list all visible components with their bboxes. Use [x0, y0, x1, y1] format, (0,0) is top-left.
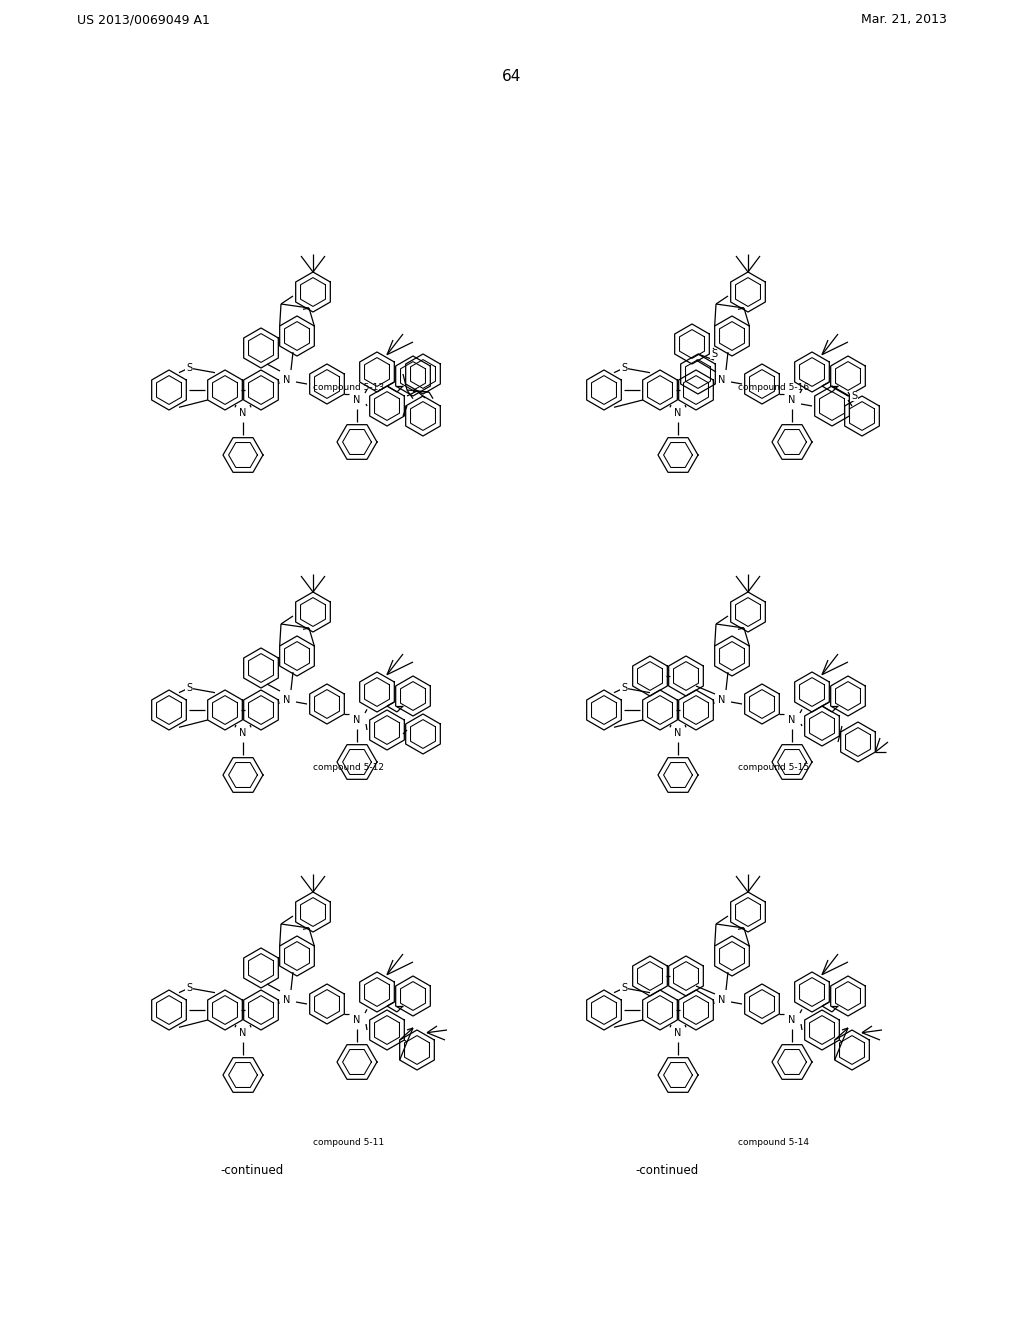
- Text: N: N: [240, 408, 247, 418]
- Text: compound 5-12: compound 5-12: [312, 763, 384, 772]
- Text: S: S: [621, 682, 627, 693]
- Text: N: N: [284, 696, 291, 705]
- Text: N: N: [240, 1028, 247, 1038]
- Text: N: N: [718, 375, 726, 385]
- Text: S: S: [186, 682, 193, 693]
- Text: N: N: [240, 729, 247, 738]
- Text: N: N: [353, 715, 360, 725]
- Text: -continued: -continued: [635, 1164, 698, 1177]
- Text: S: S: [851, 391, 857, 401]
- Text: N: N: [675, 408, 682, 418]
- Text: N: N: [353, 395, 360, 405]
- Text: S: S: [186, 983, 193, 993]
- Text: S: S: [621, 983, 627, 993]
- Text: N: N: [788, 395, 796, 405]
- Text: N: N: [675, 1028, 682, 1038]
- Text: N: N: [353, 1015, 360, 1026]
- Text: N: N: [718, 995, 726, 1005]
- Text: US 2013/0069049 A1: US 2013/0069049 A1: [77, 13, 210, 26]
- Text: N: N: [675, 729, 682, 738]
- Text: compound 5-14: compound 5-14: [737, 1138, 809, 1147]
- Text: compound 5-11: compound 5-11: [312, 1138, 384, 1147]
- Text: S: S: [711, 348, 717, 359]
- Text: N: N: [284, 995, 291, 1005]
- Text: compound 5-13: compound 5-13: [312, 383, 384, 392]
- Text: compound 5-15: compound 5-15: [737, 763, 809, 772]
- Text: N: N: [788, 715, 796, 725]
- Text: compound 5-16: compound 5-16: [737, 383, 809, 392]
- Text: N: N: [284, 375, 291, 385]
- Text: -continued: -continued: [220, 1164, 284, 1177]
- Text: Mar. 21, 2013: Mar. 21, 2013: [861, 13, 947, 26]
- Text: 64: 64: [503, 69, 521, 83]
- Text: S: S: [621, 363, 627, 374]
- Text: S: S: [186, 363, 193, 374]
- Text: N: N: [718, 696, 726, 705]
- Text: N: N: [788, 1015, 796, 1026]
